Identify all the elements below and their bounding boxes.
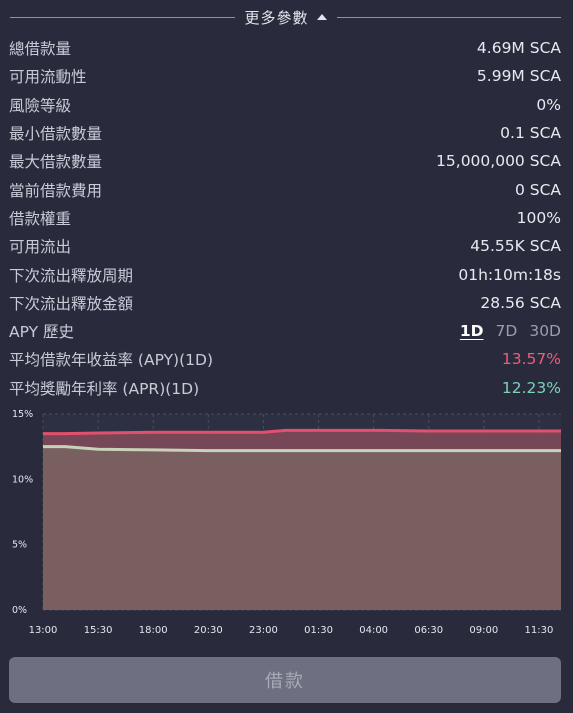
y-tick-label: 5% xyxy=(12,540,27,551)
param-label: 可用流動性 xyxy=(9,68,87,87)
x-tick-label: 11:30 xyxy=(525,625,554,636)
param-row: 最大借款數量 15,000,000 SCA xyxy=(9,147,561,175)
chart-y-ticks: 15% 10% 5% 0% xyxy=(12,409,33,616)
params-list: 總借款量 4.69M SCA 可用流動性 5.99M SCA 風險等級 0% 最… xyxy=(9,34,561,402)
param-value: 15,000,000 SCA xyxy=(436,152,561,171)
param-row: 可用流動性 5.99M SCA xyxy=(9,62,561,90)
y-tick-label: 0% xyxy=(12,605,27,616)
param-label: 下次流出釋放金額 xyxy=(9,294,134,313)
param-value: 28.56 SCA xyxy=(480,293,561,312)
x-tick-label: 23:00 xyxy=(249,625,278,636)
param-value: 5.99M SCA xyxy=(476,67,561,86)
series-line-1 xyxy=(43,445,561,453)
param-label: 可用流出 xyxy=(9,238,72,257)
series-area-1 xyxy=(43,446,561,610)
period-7d-tab[interactable]: 7D xyxy=(495,322,518,341)
period-selector: 1D 7D 30D xyxy=(460,322,561,340)
param-row: 風險等級 0% xyxy=(9,91,561,119)
param-value: 0.1 SCA xyxy=(500,124,561,143)
param-row: 總借款量 4.69M SCA xyxy=(9,34,561,62)
x-tick-label: 01:30 xyxy=(304,625,333,636)
apy-history-chart: 15% 10% 5% 0% 13:00 15:30 18:00 20:30 23:00 01:3… xyxy=(12,409,561,636)
param-row: 下次流出釋放周期 01h:10m:18s xyxy=(9,260,561,288)
avg-reward-apr-label: 平均獎勵年利率 (APR)(1D) xyxy=(9,379,200,398)
y-tick-label: 10% xyxy=(12,474,33,485)
avg-borrow-apy-label: 平均借款年收益率 (APY)(1D) xyxy=(9,351,213,370)
chart-x-ticks: 13:00 15:30 18:00 20:30 23:00 01:30 04:00 06:30… xyxy=(29,625,554,636)
chart-areas xyxy=(43,430,561,610)
param-row: 可用流出 45.55K SCA xyxy=(9,232,561,260)
param-value: 100% xyxy=(516,208,561,227)
more-params-toggle[interactable]: 更多參數 xyxy=(235,7,337,28)
x-tick-label: 20:30 xyxy=(194,625,223,636)
x-tick-label: 04:00 xyxy=(359,625,388,636)
avg-borrow-apy-row: 平均借款年收益率 (APY)(1D) 13.57% xyxy=(9,345,561,373)
period-1d-tab[interactable]: 1D xyxy=(459,322,484,341)
param-row: 最小借款數量 0.1 SCA xyxy=(9,119,561,147)
x-tick-label: 06:30 xyxy=(414,625,443,636)
param-row: 當前借款費用 0 SCA xyxy=(9,175,561,203)
chart-lines xyxy=(43,428,561,453)
param-label: 風險等級 xyxy=(9,96,72,115)
param-label: 最小借款數量 xyxy=(9,125,103,144)
y-tick-label: 15% xyxy=(12,409,33,420)
avg-borrow-apy-value: 13.57% xyxy=(501,350,561,369)
param-label: 當前借款費用 xyxy=(9,181,103,200)
period-30d-tab[interactable]: 30D xyxy=(529,322,561,341)
param-value: 0 SCA xyxy=(514,180,561,199)
apy-history-label: APY 歷史 xyxy=(9,323,75,342)
avg-reward-apr-value: 12.23% xyxy=(501,378,561,397)
param-label: 下次流出釋放周期 xyxy=(9,266,134,285)
x-tick-label: 18:00 xyxy=(139,625,168,636)
header-divider-left xyxy=(10,16,235,18)
param-label: 總借款量 xyxy=(9,40,72,59)
param-value: 01h:10m:18s xyxy=(458,265,561,284)
x-tick-label: 13:00 xyxy=(29,625,58,636)
param-label: 借款權重 xyxy=(9,209,72,228)
x-tick-label: 09:00 xyxy=(469,625,498,636)
param-value: 0% xyxy=(536,95,561,114)
caret-up-icon xyxy=(316,14,327,20)
param-row: 借款權重 100% xyxy=(9,204,561,232)
param-value: 45.55K SCA xyxy=(470,237,561,256)
series-line-0 xyxy=(43,428,561,436)
header-divider-right xyxy=(336,16,562,18)
avg-reward-apr-row: 平均獎勵年利率 (APR)(1D) 12.23% xyxy=(9,374,561,402)
more-params-title: 更多參數 xyxy=(244,8,309,27)
more-params-header[interactable]: 更多參數 xyxy=(10,4,562,30)
param-label: 最大借款數量 xyxy=(9,153,103,172)
x-tick-label: 15:30 xyxy=(84,625,113,636)
borrow-button[interactable]: 借款 xyxy=(9,657,561,703)
apy-history-row: APY 歷史 1D 7D 30D xyxy=(9,317,561,345)
param-value: 4.69M SCA xyxy=(476,39,561,58)
param-row: 下次流出釋放金額 28.56 SCA xyxy=(9,289,561,317)
